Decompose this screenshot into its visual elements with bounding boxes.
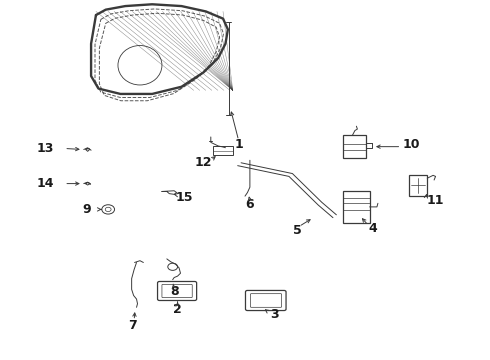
- Text: 10: 10: [402, 138, 420, 151]
- Text: 1: 1: [234, 138, 243, 150]
- Text: 6: 6: [245, 198, 254, 211]
- Text: 9: 9: [82, 203, 91, 216]
- Text: 3: 3: [270, 308, 279, 321]
- Text: 4: 4: [368, 222, 377, 235]
- Text: 13: 13: [37, 142, 54, 155]
- Text: 14: 14: [37, 177, 54, 190]
- Text: 12: 12: [195, 156, 212, 169]
- Text: 7: 7: [128, 319, 137, 332]
- Text: 2: 2: [173, 303, 182, 316]
- Text: 8: 8: [170, 285, 178, 298]
- Text: 15: 15: [175, 191, 193, 204]
- Text: 11: 11: [427, 194, 444, 207]
- Text: 5: 5: [294, 224, 302, 238]
